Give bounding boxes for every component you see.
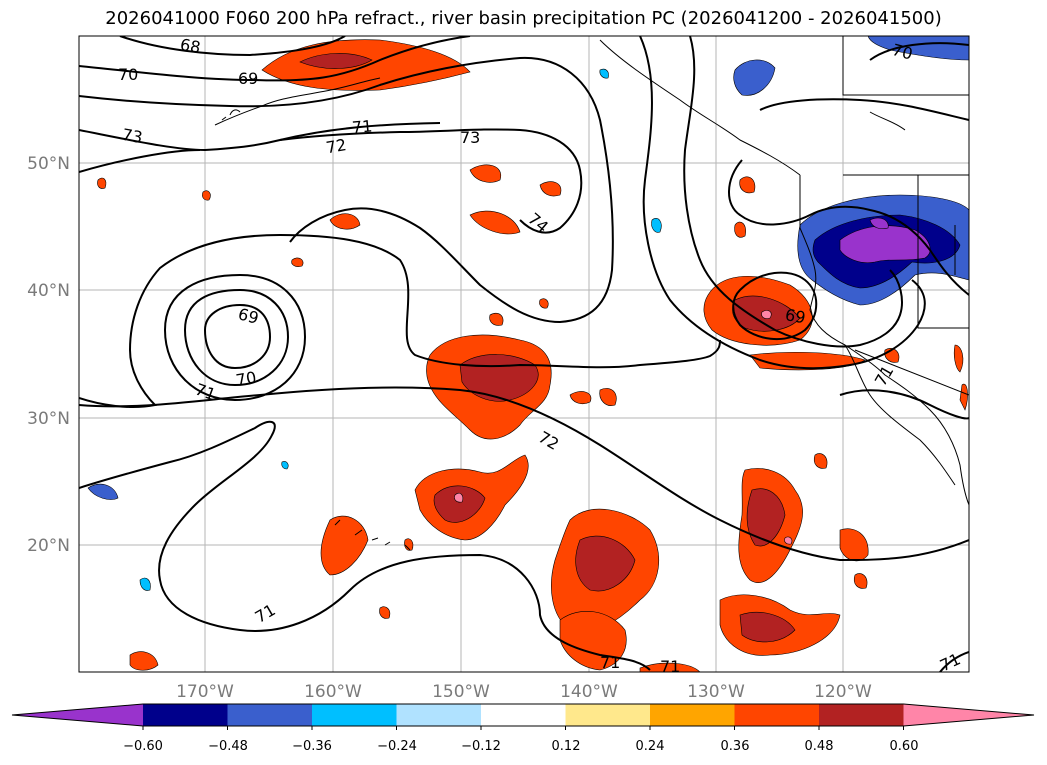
map-title: 2026041000 F060 200 hPa refract., river … [105,8,942,29]
lat-label: 50°N [27,154,70,174]
colorbar-segment [565,704,650,726]
lon-label: 130°W [687,682,745,702]
lon-label: 140°W [560,682,618,702]
colorbar-tick-label: 0.36 [721,739,750,754]
latitude-labels: 50°N 40°N 30°N 20°N [27,154,70,556]
colorbar-segment [143,704,228,726]
colorbar-tick-label: 0.12 [552,739,581,754]
colorbar-tick-label: −0.36 [292,739,332,754]
contour-label: 70 [890,40,915,64]
contour-label: 70 [234,368,257,390]
colorbar-segment [312,704,397,726]
colorbar-tick-label: −0.48 [208,739,248,754]
colorbar [11,703,1035,730]
colorbar-segment [650,704,735,726]
lon-label: 120°W [814,682,872,702]
contour-label: 69 [784,305,807,327]
colorbar-tick-label: −0.60 [123,739,163,754]
contour-label: 71 [660,657,680,676]
colorbar-segment [12,704,143,726]
negative-anomaly-patches [87,36,969,591]
colorbar-tick-labels: −0.60 −0.48 −0.36 −0.24 −0.12 0.12 0.24 … [123,739,918,754]
lon-label: 170°W [176,682,234,702]
lat-label: 20°N [27,536,70,556]
contour-label: 70 [118,65,138,84]
contour-label: 72 [324,135,347,157]
contour-label: 69 [238,69,258,88]
colorbar-tick-label: 0.48 [805,739,834,754]
refractivity-contours [79,36,969,672]
colorbar-segment [819,704,904,726]
plot-frame [78,35,970,673]
contour-label: 71 [937,649,963,675]
colorbar-segment [734,704,819,726]
colorbar-segment [396,704,481,726]
longitude-labels: 170°W 160°W 150°W 140°W 130°W 120°W [176,682,872,702]
contour-label: 69 [236,304,261,328]
lat-label: 40°N [27,281,70,301]
colorbar-tick-label: 0.24 [636,739,665,754]
contour-label: 71 [600,653,620,672]
lon-label: 160°W [304,682,362,702]
contour-label: 73 [121,125,144,147]
colorbar-tick-label: −0.12 [461,739,501,754]
contour-label: 73 [460,128,480,147]
colorbar-segment [481,704,566,726]
contour-label: 71 [351,116,373,137]
lon-label: 150°W [432,682,490,702]
colorbar-tick-label: −0.24 [377,739,417,754]
colorbar-segment [227,704,312,726]
positive-anomaly-patches [97,39,968,672]
lat-label: 30°N [27,409,70,429]
colorbar-segment [903,704,1034,726]
contour-label: 68 [179,35,202,57]
colorbar-tick-label: 0.60 [890,739,919,754]
